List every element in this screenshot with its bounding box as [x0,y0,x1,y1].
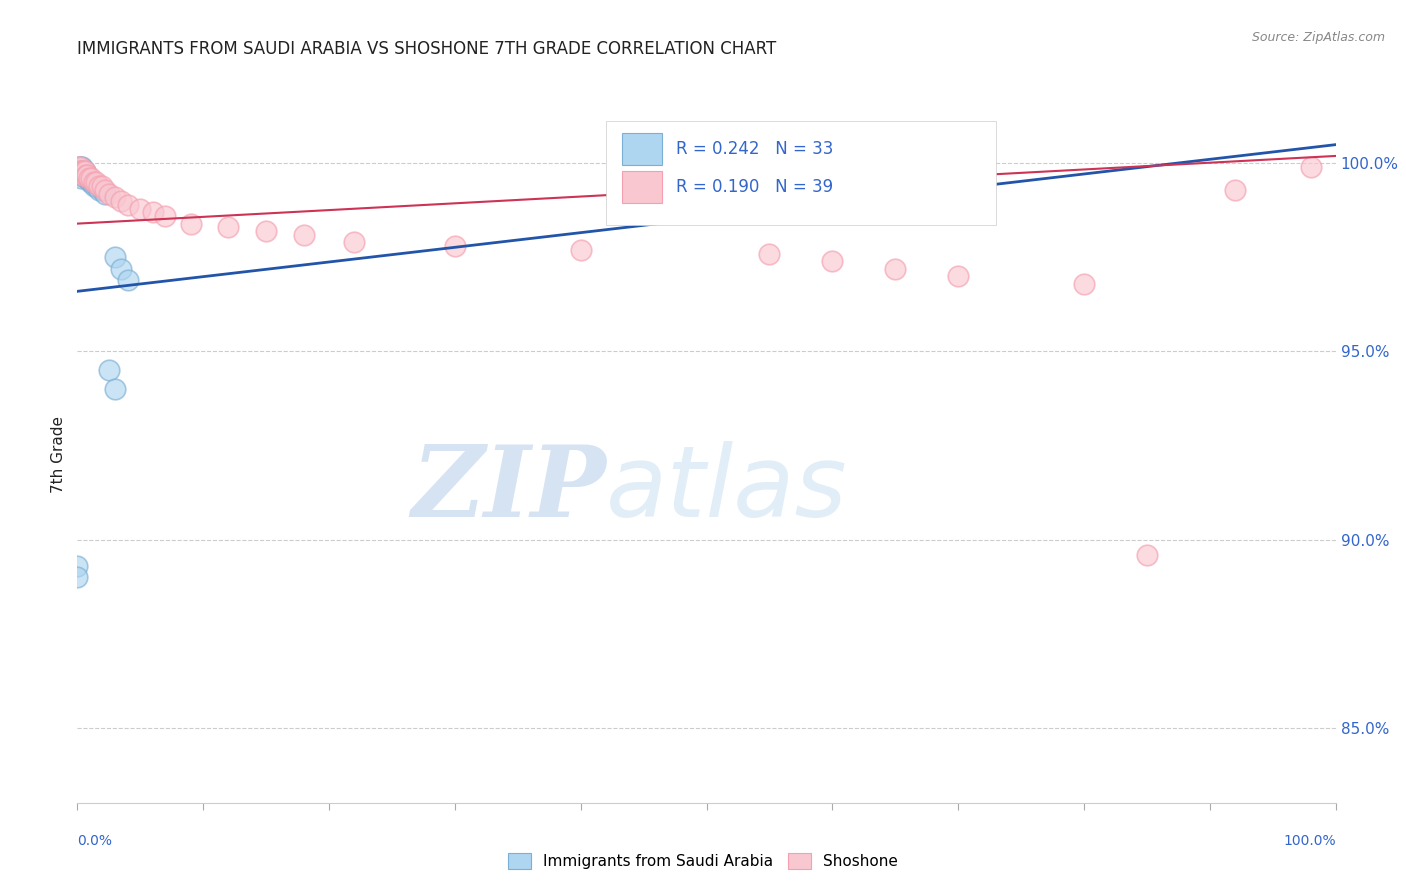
Point [94,186,117,201]
Point [73,168,96,182]
Point [70,164,93,178]
Point [75,168,97,182]
Point [72,164,94,178]
Point [69,164,91,178]
Point [569,243,592,257]
FancyBboxPatch shape [606,121,995,226]
Text: R = 0.190   N = 39: R = 0.190 N = 39 [676,178,834,196]
Point [254,224,277,238]
Point [67,160,90,174]
Point [104,190,127,204]
Point [343,235,366,250]
Point [67,164,90,178]
Point [75,171,97,186]
Text: IMMIGRANTS FROM SAUDI ARABIA VS SHOSHONE 7TH GRADE CORRELATION CHART: IMMIGRANTS FROM SAUDI ARABIA VS SHOSHONE… [77,40,776,58]
Point [72,168,94,182]
Point [72,160,94,174]
Point [76,168,98,182]
Text: 100.0%: 100.0% [1284,834,1336,848]
Y-axis label: 7th Grade: 7th Grade [51,417,66,493]
Point [884,261,907,276]
Point [87,179,110,194]
Point [76,171,98,186]
Point [104,382,127,396]
Point [155,209,177,223]
Point [180,217,202,231]
Point [84,179,107,194]
Text: ZIP: ZIP [411,442,606,538]
Point [1073,277,1095,291]
Point [69,164,91,178]
Point [821,254,844,268]
Point [117,198,139,212]
Point [117,273,139,287]
Point [83,175,105,189]
Text: Source: ZipAtlas.com: Source: ZipAtlas.com [1251,31,1385,45]
Point [97,363,120,377]
Point [67,160,90,174]
Point [72,164,94,178]
Text: R = 0.242   N = 33: R = 0.242 N = 33 [676,140,834,158]
Point [91,179,114,194]
Point [69,160,91,174]
Point [292,227,315,242]
Point [1223,183,1246,197]
Point [80,171,103,186]
Point [1136,548,1159,562]
Text: atlas: atlas [606,442,848,538]
Point [77,171,100,186]
Point [70,160,93,174]
Point [104,251,127,265]
Point [91,183,114,197]
Point [142,205,165,219]
Point [948,269,970,284]
Point [75,168,97,182]
Point [444,239,467,253]
Point [110,194,132,208]
Point [70,171,93,186]
Point [87,183,110,197]
Point [73,164,96,178]
Point [72,168,94,182]
Point [758,246,780,260]
Point [83,179,105,194]
FancyBboxPatch shape [623,133,662,165]
Point [217,220,239,235]
Point [70,164,93,178]
Point [82,175,104,189]
Point [66,558,89,573]
Point [84,175,107,189]
Point [76,168,98,182]
Point [129,202,152,216]
Point [79,175,101,189]
Point [73,164,96,178]
Text: 0.0%: 0.0% [77,834,112,848]
Point [66,570,89,584]
Point [97,186,120,201]
Point [80,175,103,189]
Point [94,183,117,197]
Legend: Immigrants from Saudi Arabia, Shoshone: Immigrants from Saudi Arabia, Shoshone [502,847,904,875]
Point [69,160,91,174]
Point [70,168,93,182]
Point [110,261,132,276]
FancyBboxPatch shape [623,171,662,203]
Point [1299,160,1322,174]
Point [72,168,94,182]
Point [72,164,94,178]
Point [72,164,94,178]
Point [69,168,91,182]
Point [77,171,100,186]
